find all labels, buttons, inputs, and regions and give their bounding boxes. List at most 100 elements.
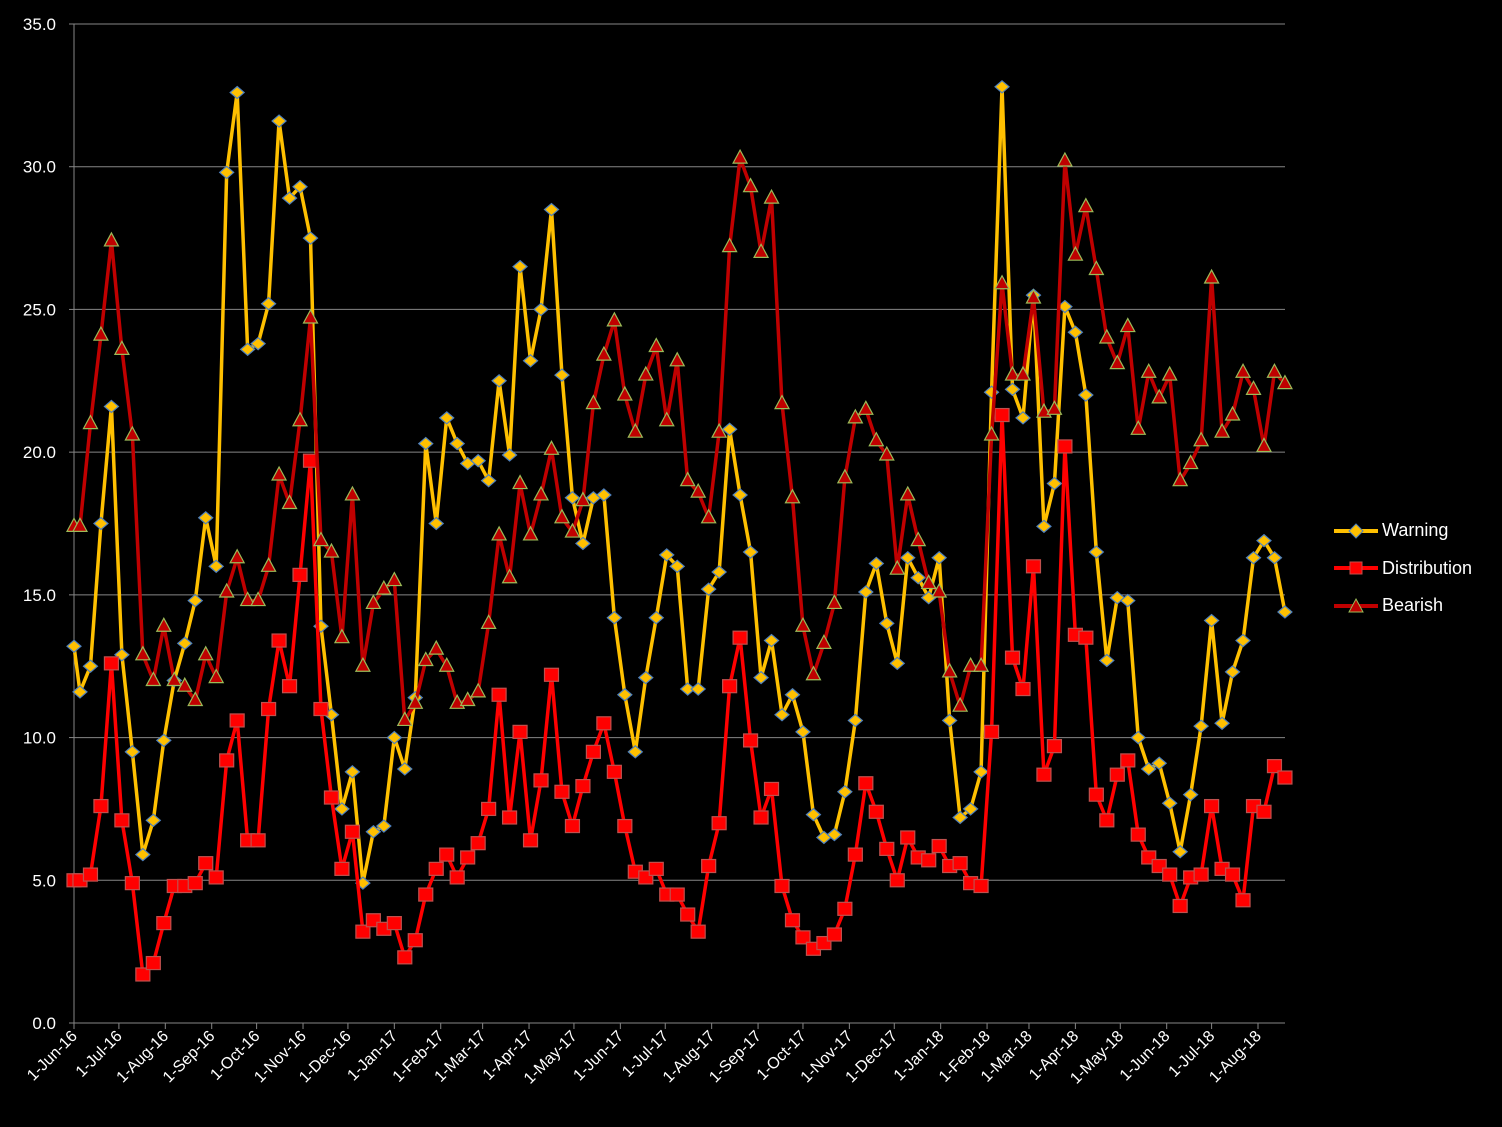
distribution-point	[742, 733, 759, 748]
warning-point	[1067, 325, 1084, 340]
bearish-point	[711, 422, 728, 438]
warning-point	[763, 633, 780, 648]
bearish-point	[281, 494, 298, 510]
warning-point	[1193, 719, 1210, 733]
legend-label: Bearish	[1382, 595, 1444, 616]
bearish-point	[82, 414, 99, 430]
bearish-point	[522, 525, 539, 541]
warning-point	[931, 550, 948, 565]
distribution-point	[680, 907, 696, 922]
bearish-point	[857, 400, 874, 415]
warning-point	[396, 762, 413, 776]
warning-point	[711, 565, 728, 579]
warning-point	[1151, 756, 1168, 771]
warning-point	[428, 516, 445, 531]
distribution-point	[931, 838, 947, 854]
bearish-point	[952, 696, 969, 712]
bearish-point	[71, 517, 88, 532]
distribution-point	[554, 784, 570, 799]
warning-point	[721, 422, 738, 437]
warning-point	[491, 373, 508, 388]
bearish-point	[187, 691, 204, 707]
warning-point	[648, 610, 665, 625]
warning-point	[784, 687, 801, 702]
warning-point	[700, 582, 717, 596]
warning-point	[595, 488, 612, 502]
warning-point	[145, 813, 162, 828]
warning-point	[795, 725, 811, 739]
distribution-point	[585, 744, 602, 759]
bearish-point	[994, 274, 1011, 290]
y-tick-label: 0.0	[32, 1014, 56, 1033]
distribution-point	[868, 804, 884, 819]
distribution-point	[491, 687, 507, 702]
bearish-point	[784, 488, 801, 504]
distribution-point	[1162, 867, 1178, 882]
warning-point	[522, 354, 539, 368]
distribution-point	[1046, 739, 1063, 754]
distribution-point	[847, 847, 863, 862]
warning-point	[564, 491, 581, 505]
warning-point	[260, 296, 277, 311]
bearish-point	[1182, 454, 1199, 470]
distribution-point	[1057, 439, 1073, 454]
distribution-point	[669, 887, 685, 902]
y-tick-label: 35.0	[23, 15, 56, 34]
y-tick-label: 30.0	[23, 158, 56, 177]
warning-point	[1224, 665, 1241, 679]
distribution-point	[606, 764, 622, 779]
distribution-point	[229, 713, 245, 728]
warning-point	[1077, 388, 1094, 402]
warning-point	[176, 636, 193, 651]
warning-point	[1088, 545, 1105, 559]
distribution-point	[93, 798, 109, 814]
distribution-point	[135, 967, 151, 982]
bearish-point	[753, 243, 770, 258]
bearish-point	[658, 411, 675, 427]
bearish-point	[931, 582, 948, 598]
warning-point	[512, 259, 528, 274]
warning-point	[386, 730, 403, 745]
y-tick-label: 10.0	[23, 729, 56, 748]
bearish-point	[574, 491, 591, 507]
warning-point	[774, 707, 790, 722]
y-tick-label: 15.0	[23, 586, 56, 605]
distribution-point	[879, 841, 895, 856]
bearish-point	[1025, 288, 1042, 304]
bearish-point	[176, 676, 193, 692]
bearish-point	[218, 582, 235, 598]
distribution-point	[439, 847, 455, 862]
distribution-point	[124, 876, 140, 891]
warning-point	[910, 570, 927, 585]
warning-point	[281, 191, 298, 205]
warning-point	[1245, 550, 1262, 565]
distribution-point	[470, 836, 486, 851]
bearish-point	[973, 656, 990, 672]
distribution-point	[522, 833, 539, 848]
warning-point	[1266, 550, 1283, 565]
warning-point	[134, 847, 151, 862]
warning-point	[868, 556, 885, 571]
distribution-point	[1203, 798, 1220, 814]
warning-point	[616, 687, 633, 702]
bearish-point	[438, 656, 455, 672]
y-tick-label: 25.0	[23, 300, 56, 319]
distribution-point	[460, 850, 476, 865]
bearish-point	[627, 422, 644, 438]
distribution-point	[250, 833, 266, 848]
legend-item-distribution: Distribution	[1334, 550, 1472, 588]
distribution-point	[983, 724, 1000, 739]
distribution-point	[323, 790, 340, 805]
bearish-point	[1140, 362, 1157, 378]
bearish-point	[774, 394, 791, 410]
bearish-point	[679, 471, 696, 487]
bearish-point	[197, 645, 214, 661]
warning-point	[501, 448, 518, 462]
bearish-point	[1077, 197, 1094, 213]
bearish-point	[700, 508, 717, 524]
warning-point	[554, 368, 570, 382]
bearish-point	[250, 591, 267, 607]
warning-point	[124, 745, 141, 759]
bearish-point	[229, 548, 246, 564]
bearish-point	[1098, 328, 1115, 344]
